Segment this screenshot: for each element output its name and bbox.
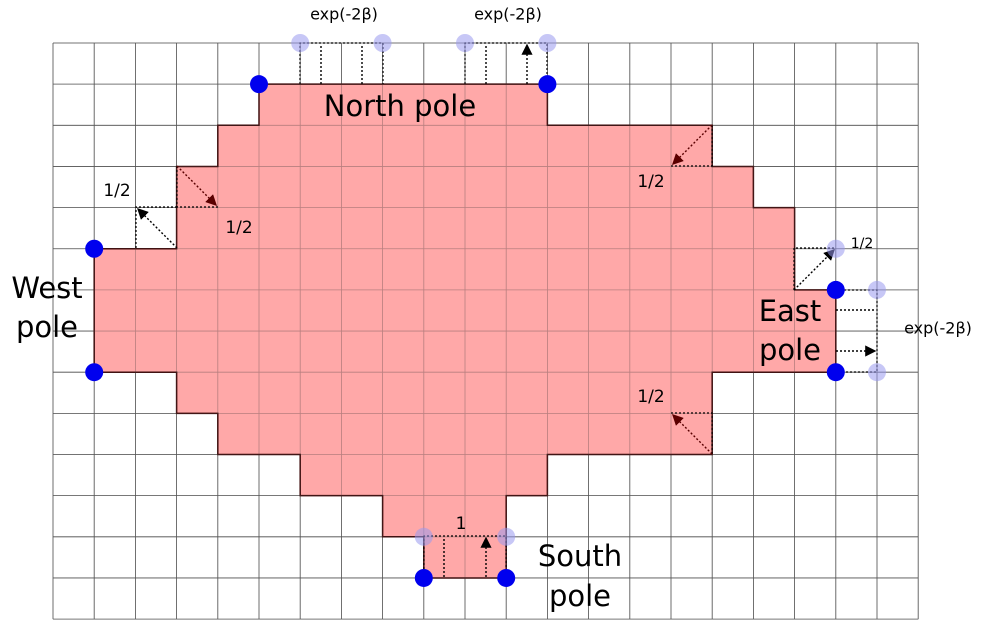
south-pole-label: pole [549, 579, 611, 613]
target-site [538, 34, 557, 52]
pole-site [826, 280, 845, 299]
pole-site [538, 75, 557, 94]
pole-site [85, 363, 104, 382]
south-pole-label: South [538, 539, 622, 573]
target-site [868, 280, 886, 299]
rate-label: 1/2 [637, 172, 664, 192]
rate-label: 1/2 [851, 236, 874, 252]
arrows [135, 43, 877, 577]
rate-label: 1/2 [103, 181, 130, 201]
target-site [826, 239, 845, 258]
target-site [868, 363, 886, 382]
rate-label: exp(-2β) [474, 5, 542, 24]
rate-label: 1/2 [225, 218, 252, 238]
west-pole-label: West [11, 271, 82, 305]
target-site [497, 527, 516, 546]
pole-site [826, 363, 845, 382]
poles [85, 34, 886, 587]
pole-site [497, 568, 516, 587]
target-site [373, 34, 392, 52]
rate-label: 1 [456, 514, 467, 534]
pole-site [250, 75, 268, 94]
pole-site [85, 239, 104, 258]
target-site [291, 34, 310, 52]
grid-overlay [52, 42, 919, 620]
east-pole-label: East [759, 294, 822, 328]
west-pole-label: pole [16, 310, 78, 344]
target-site [414, 527, 433, 546]
north-pole-label: North pole [324, 89, 476, 123]
rate-label: exp(-2β) [904, 319, 972, 338]
rate-label: 1/2 [637, 387, 664, 407]
target-site [456, 34, 474, 52]
east-pole-label: pole [759, 333, 821, 367]
rate-label: exp(-2β) [310, 5, 378, 24]
pole-site [414, 568, 433, 587]
